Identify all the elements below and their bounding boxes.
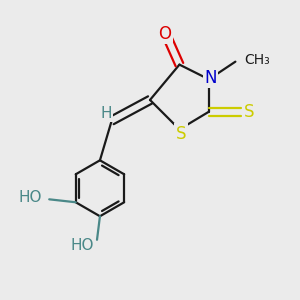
Text: HO: HO <box>70 238 94 253</box>
Text: CH₃: CH₃ <box>244 53 270 67</box>
Text: N: N <box>204 69 217 87</box>
Text: O: O <box>158 25 171 43</box>
Text: S: S <box>176 125 186 143</box>
Text: HO: HO <box>18 190 42 205</box>
Text: H: H <box>100 106 112 121</box>
Text: S: S <box>243 103 254 121</box>
